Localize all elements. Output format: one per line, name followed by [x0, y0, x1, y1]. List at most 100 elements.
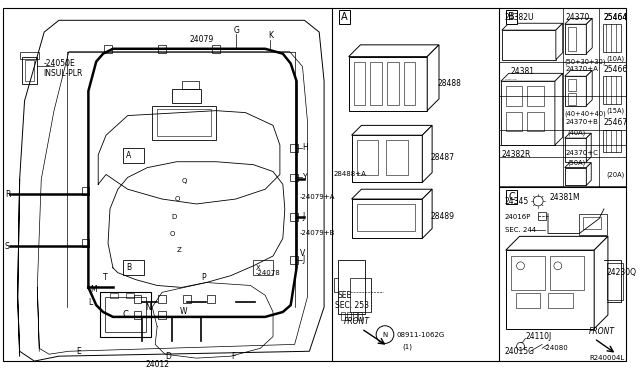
Text: F: F: [231, 352, 235, 361]
Bar: [182, 295, 191, 303]
Text: INSUL-PLR: INSUL-PLR: [44, 69, 83, 78]
Text: A: A: [126, 151, 131, 160]
Text: N: N: [145, 302, 151, 312]
Polygon shape: [586, 163, 591, 185]
Text: K: K: [268, 31, 273, 39]
Text: (20A): (20A): [606, 171, 624, 178]
Bar: [290, 173, 298, 182]
Text: (1): (1): [403, 343, 413, 350]
Text: (50+30+30): (50+30+30): [564, 58, 606, 65]
Bar: [20, 52, 39, 59]
Bar: [338, 260, 365, 314]
Bar: [356, 140, 378, 176]
Bar: [100, 292, 151, 337]
Bar: [506, 112, 522, 131]
Bar: [105, 297, 147, 331]
Bar: [24, 60, 35, 81]
Bar: [340, 312, 345, 320]
Bar: [158, 295, 166, 303]
Text: W: W: [180, 308, 188, 317]
Polygon shape: [351, 189, 432, 199]
Text: P: P: [202, 273, 206, 282]
Text: 24382U: 24382U: [505, 13, 534, 22]
Bar: [123, 260, 145, 275]
Polygon shape: [501, 73, 563, 81]
Bar: [158, 45, 166, 53]
Bar: [538, 212, 546, 219]
Text: G: G: [234, 26, 239, 35]
Text: 24370+B: 24370+B: [566, 119, 598, 125]
Polygon shape: [349, 45, 439, 57]
Bar: [568, 27, 575, 51]
Polygon shape: [564, 163, 591, 168]
Polygon shape: [586, 18, 592, 54]
Text: T: T: [103, 273, 108, 282]
Bar: [253, 260, 273, 275]
Text: C: C: [508, 192, 515, 202]
Text: 24370: 24370: [566, 13, 590, 22]
Bar: [104, 45, 112, 53]
Text: (40+40+40): (40+40+40): [564, 110, 607, 117]
Text: H: H: [303, 144, 308, 153]
Text: 24370+C: 24370+C: [566, 150, 598, 156]
Bar: [527, 86, 544, 106]
Text: N: N: [382, 331, 388, 337]
Bar: [548, 293, 573, 308]
Text: (40A): (40A): [568, 130, 586, 137]
Text: O: O: [170, 231, 175, 237]
Bar: [603, 130, 621, 152]
Bar: [172, 89, 202, 103]
Text: -24050E: -24050E: [44, 59, 75, 68]
Bar: [81, 239, 90, 247]
Text: C: C: [123, 310, 129, 320]
Bar: [506, 86, 522, 106]
Bar: [386, 140, 408, 176]
Text: Q: Q: [182, 178, 187, 185]
Text: J: J: [303, 256, 305, 264]
Bar: [353, 61, 365, 105]
Polygon shape: [564, 70, 592, 76]
Bar: [564, 24, 586, 54]
Text: D: D: [165, 352, 171, 361]
Text: 24230Q: 24230Q: [607, 268, 637, 277]
Text: -24080: -24080: [544, 345, 569, 351]
Bar: [152, 106, 216, 140]
Polygon shape: [351, 125, 432, 135]
Polygon shape: [422, 125, 432, 182]
Bar: [404, 61, 415, 105]
Text: FRONT: FRONT: [589, 327, 615, 336]
Text: R: R: [5, 190, 10, 199]
Text: L: L: [88, 298, 93, 307]
Text: 25467: 25467: [603, 118, 627, 127]
Bar: [516, 293, 540, 308]
Bar: [356, 204, 415, 231]
Bar: [157, 109, 211, 136]
Text: M: M: [90, 285, 97, 294]
Bar: [290, 144, 298, 152]
Polygon shape: [422, 189, 432, 238]
Bar: [110, 293, 118, 298]
Bar: [347, 312, 351, 320]
Text: 28488: 28488: [437, 78, 461, 88]
Text: 24110J: 24110J: [525, 332, 552, 341]
Bar: [290, 213, 298, 221]
Bar: [134, 311, 141, 319]
Polygon shape: [564, 133, 591, 138]
Bar: [371, 61, 382, 105]
Bar: [506, 250, 594, 329]
Text: 24345: 24345: [505, 196, 529, 205]
Bar: [527, 112, 544, 131]
Text: B: B: [508, 12, 515, 22]
Text: SEC. 253: SEC. 253: [335, 301, 369, 310]
Text: Z: Z: [177, 247, 182, 253]
Text: E: E: [77, 347, 81, 356]
Bar: [349, 278, 371, 312]
Polygon shape: [564, 18, 592, 24]
Bar: [564, 168, 586, 185]
Bar: [501, 81, 555, 145]
Text: 24381M: 24381M: [550, 193, 580, 202]
Text: 25466: 25466: [603, 65, 627, 74]
Text: 28489: 28489: [430, 212, 454, 221]
Bar: [81, 187, 90, 195]
Text: 24012: 24012: [145, 359, 170, 369]
